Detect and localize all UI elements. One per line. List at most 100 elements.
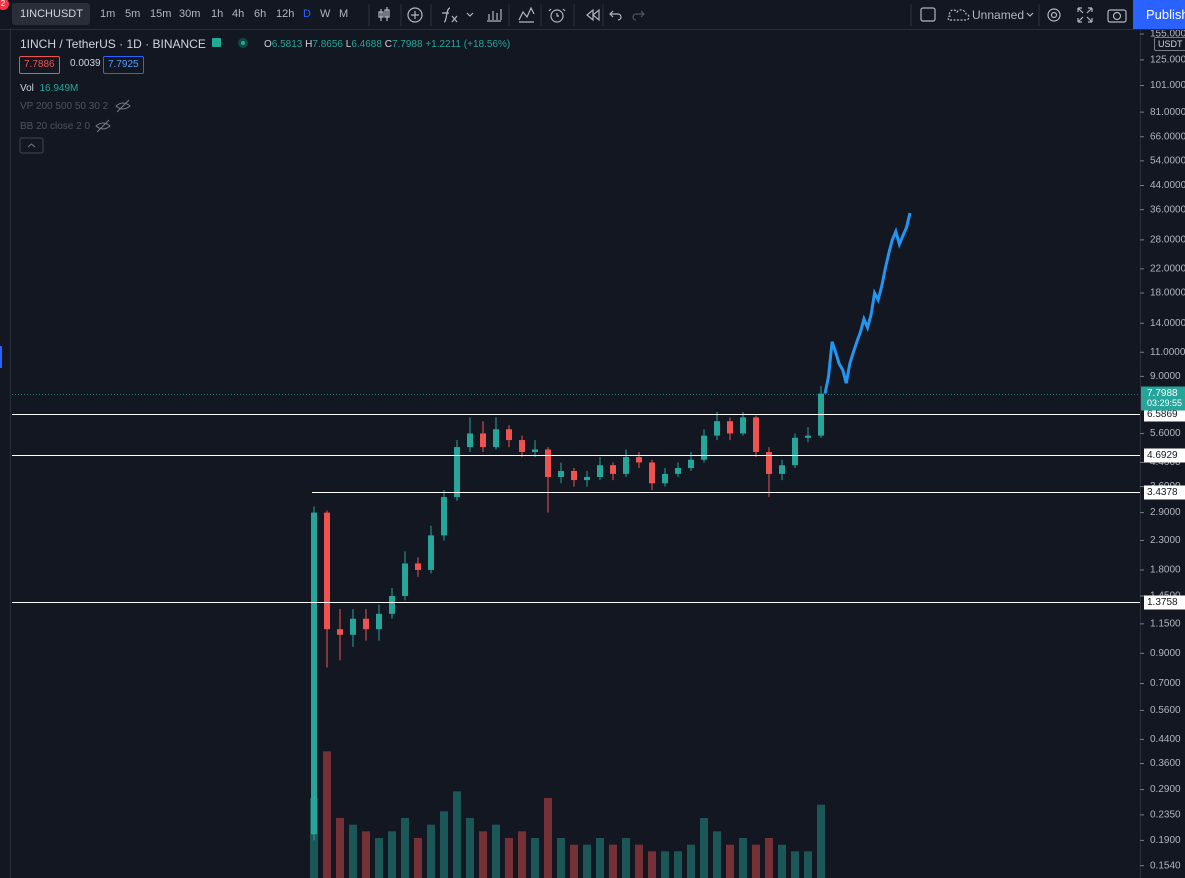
ohlc-key: O <box>264 39 272 50</box>
candle-body <box>389 595 395 614</box>
volume-bar <box>752 844 760 878</box>
symbol-search[interactable]: 1INCHUSDT <box>12 3 90 25</box>
layout-icon[interactable] <box>920 7 936 22</box>
candle-body <box>350 618 356 635</box>
ohlc-value: 6.5813 <box>271 39 303 50</box>
candle-body <box>779 465 785 474</box>
interval-button[interactable]: 4h <box>232 8 245 20</box>
y-tick-label: 0.2900 <box>1150 784 1181 795</box>
dropdown-arrow[interactable] <box>466 12 474 17</box>
candle-body <box>532 449 538 452</box>
volume-bar <box>583 844 591 878</box>
volume-bar <box>557 838 565 878</box>
candle-body <box>649 462 655 484</box>
y-tick-label: 0.9000 <box>1150 648 1181 659</box>
collapse-button[interactable] <box>19 137 44 154</box>
volume-bar <box>791 851 799 878</box>
dropdown-arrow[interactable] <box>1026 12 1034 17</box>
y-tick-label: 1.1500 <box>1150 618 1181 629</box>
last-price-label: 7.7988 <box>1147 388 1178 399</box>
candle-body <box>675 468 681 474</box>
candle-body <box>545 449 551 477</box>
interval-button[interactable]: 6h <box>254 8 267 20</box>
y-tick-label: 81.0000 <box>1150 107 1185 118</box>
volume-bar <box>518 831 526 878</box>
compare-plus <box>411 11 419 19</box>
volume-bar <box>739 838 747 878</box>
y-tick-label: 0.1540 <box>1150 860 1181 871</box>
countdown-label: 03:29:55 <box>1147 398 1182 408</box>
status-dot <box>238 38 248 48</box>
settings-icon[interactable] <box>1047 8 1061 22</box>
interval-button[interactable]: 30m <box>179 8 201 20</box>
candle-body <box>506 429 512 441</box>
interval-button[interactable]: 1m <box>100 8 116 20</box>
volume-bar <box>375 838 383 878</box>
y-tick-label: 54.0000 <box>1150 156 1185 167</box>
candle-body <box>441 497 447 536</box>
y-tick-label: 44.0000 <box>1150 180 1185 191</box>
vol-key: Vol <box>20 83 34 94</box>
candle-body <box>480 433 486 448</box>
y-tick-label: 66.0000 <box>1150 131 1185 142</box>
candle-body <box>376 613 382 630</box>
currency-label: USDT <box>1154 37 1185 51</box>
snapshot-icon[interactable] <box>1107 9 1127 23</box>
compare-icon[interactable] <box>407 7 423 23</box>
buy-price[interactable]: 7.7925 <box>103 56 144 74</box>
candle-body <box>597 465 603 477</box>
candle-body <box>571 470 577 481</box>
status-dot-core <box>241 41 245 45</box>
candle-style-icon[interactable] <box>378 7 390 21</box>
sell-price[interactable]: 7.7886 <box>19 56 60 74</box>
volume-bar <box>609 844 617 878</box>
layout-name[interactable]: Unnamed <box>972 8 1025 22</box>
level-label: 4.6929 <box>1147 450 1178 461</box>
candle-body <box>402 563 408 596</box>
indicators-icon[interactable] <box>442 7 458 23</box>
toolbar-icons <box>368 4 1127 26</box>
volume-bar <box>427 824 435 878</box>
templates-icon[interactable] <box>518 6 535 23</box>
volume-bar <box>778 844 786 878</box>
ohlc-value: 6.4688 <box>351 39 382 50</box>
volume-bar <box>765 838 773 878</box>
level-label: 6.5869 <box>1147 409 1178 420</box>
interval-button[interactable]: 15m <box>150 8 172 20</box>
y-tick-label: 28.0000 <box>1150 235 1185 246</box>
vp-indicator[interactable]: VP 200 500 50 30 2 <box>20 101 109 112</box>
candle-body <box>636 457 642 463</box>
chart-background <box>12 28 1140 878</box>
fullscreen-icon[interactable] <box>1077 7 1093 23</box>
interval-button[interactable]: 5m <box>125 8 141 20</box>
interval-button[interactable]: 12h <box>276 8 295 20</box>
cloud-icon[interactable] <box>947 9 970 21</box>
y-tick-label: 2.9000 <box>1150 507 1181 518</box>
candle-body <box>337 629 343 635</box>
volume-bar <box>336 818 344 878</box>
interval-button[interactable]: W <box>320 8 331 20</box>
volume-bar <box>531 838 539 878</box>
interval-button[interactable]: 1h <box>211 8 224 20</box>
bb-indicator[interactable]: BB 20 close 2 0 <box>20 121 91 132</box>
candle-body <box>558 470 564 477</box>
hidden-eye[interactable] <box>115 99 131 113</box>
market-open-icon <box>212 38 221 47</box>
volume-bar <box>687 844 695 878</box>
ohlc-key: H <box>305 39 313 50</box>
volume-bar <box>414 838 422 878</box>
interval-button[interactable]: M <box>339 8 349 20</box>
interval-button[interactable]: D <box>303 8 311 20</box>
redo-icon[interactable] <box>632 10 645 21</box>
replay-icon[interactable] <box>586 8 600 22</box>
alert-icon[interactable] <box>550 9 564 23</box>
financials-icon[interactable] <box>487 9 502 22</box>
undo-icon[interactable] <box>609 10 622 21</box>
left-toolbar-active <box>0 346 2 368</box>
hidden-eye[interactable] <box>95 119 111 133</box>
volume-bar <box>479 831 487 878</box>
volume-bar <box>648 851 656 878</box>
alert-hands <box>548 8 566 17</box>
publish-button[interactable]: Publish <box>1133 0 1185 29</box>
